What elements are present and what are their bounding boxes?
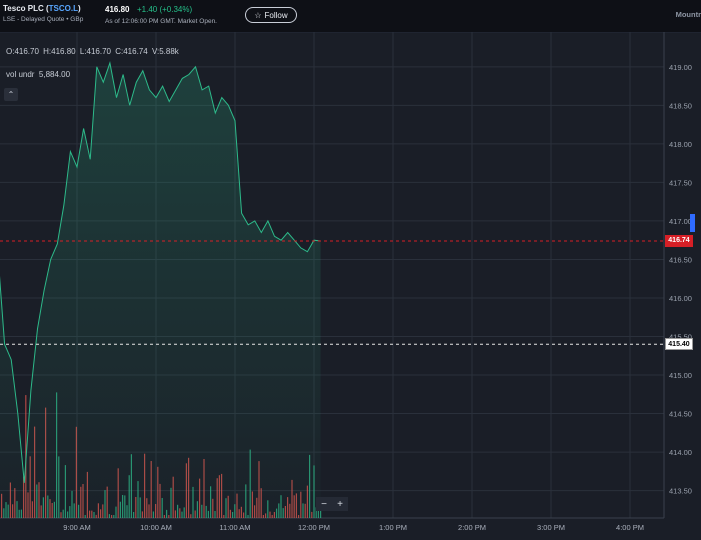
star-icon: ☆ bbox=[254, 10, 262, 20]
y-tick-label: 419.00 bbox=[669, 63, 692, 72]
x-tick-label: 10:00 AM bbox=[140, 523, 172, 532]
volume-amount: 5,884.00 bbox=[38, 70, 71, 79]
scroll-handle[interactable] bbox=[690, 214, 695, 232]
zoom-controls: − + bbox=[316, 497, 348, 511]
zoom-in-button[interactable]: + bbox=[337, 498, 343, 510]
follow-label: Follow bbox=[264, 10, 288, 20]
price-line bbox=[0, 61, 321, 483]
current-price-tag: 416.74 bbox=[665, 234, 693, 247]
previous-close-tag: 415.40 bbox=[665, 338, 693, 351]
exchange-info: LSE - Delayed Quote • GBp bbox=[3, 16, 84, 23]
x-tick-label: 11:00 AM bbox=[219, 523, 250, 532]
open-value: O:416.70 bbox=[6, 47, 39, 56]
y-tick-label: 418.00 bbox=[669, 140, 692, 149]
high-value: H:416.80 bbox=[43, 47, 76, 56]
y-tick-label: 416.00 bbox=[669, 294, 692, 303]
price-change: +1.40 (+0.34%) bbox=[137, 5, 193, 14]
x-tick-label: 1:00 PM bbox=[379, 523, 407, 532]
x-tick-label: 4:00 PM bbox=[616, 523, 644, 532]
ohlc-legend: O:416.70 H:416.80 L:416.70 C:416.74 V:5.… bbox=[6, 47, 181, 56]
close-value: C:416.74 bbox=[115, 47, 148, 56]
x-axis: 9:00 AM 10:00 AM 11:00 AM 12:00 PM 1:00 PM 2:… bbox=[63, 523, 644, 532]
y-tick-label: 415.50 bbox=[669, 332, 692, 341]
y-tick-label: 414.00 bbox=[669, 448, 692, 457]
y-tick-label: 415.00 bbox=[669, 371, 692, 380]
y-tick-label: 416.50 bbox=[669, 255, 692, 264]
chevron-up-icon: ⌃ bbox=[7, 90, 15, 99]
collapse-legend-button[interactable]: ⌃ bbox=[4, 88, 18, 101]
last-price: 416.80 bbox=[105, 5, 130, 14]
x-tick-label: 9:00 AM bbox=[63, 523, 91, 532]
y-tick-label: 417.50 bbox=[669, 178, 692, 187]
ticker-link[interactable]: TSCO.L bbox=[48, 4, 78, 13]
y-tick-label: 413.50 bbox=[669, 487, 692, 496]
company-title: Tesco PLC (TSCO.L) bbox=[3, 4, 81, 13]
x-tick-label: 2:00 PM bbox=[458, 523, 486, 532]
follow-button[interactable]: ☆ Follow bbox=[245, 7, 297, 23]
volume-value: V:5.88k bbox=[151, 47, 179, 56]
x-tick-label: 12:00 PM bbox=[298, 523, 330, 532]
low-value: L:416.70 bbox=[79, 47, 111, 56]
x-tick-label: 3:00 PM bbox=[537, 523, 565, 532]
volume-label: vol undr bbox=[6, 70, 35, 79]
as-of-timestamp: As of 12:06:00 PM GMT. Market Open. bbox=[105, 18, 217, 25]
truncated-header-text: Mountr bbox=[675, 10, 701, 19]
y-tick-label: 418.50 bbox=[669, 101, 692, 110]
zoom-out-button[interactable]: − bbox=[321, 498, 327, 510]
quote-header: Tesco PLC (TSCO.L) LSE - Delayed Quote •… bbox=[0, 0, 701, 33]
y-axis: 419.00 418.50 418.00 417.50 417.00 416.50 416.… bbox=[669, 63, 692, 496]
y-tick-label: 417.00 bbox=[669, 217, 692, 226]
y-tick-label: 414.50 bbox=[669, 410, 692, 419]
price-area bbox=[0, 63, 321, 518]
volume-legend: vol undr 5,884.00 bbox=[6, 70, 70, 79]
price-chart[interactable]: 419.00 418.50 418.00 417.50 417.00 416.50 416.… bbox=[0, 32, 701, 540]
